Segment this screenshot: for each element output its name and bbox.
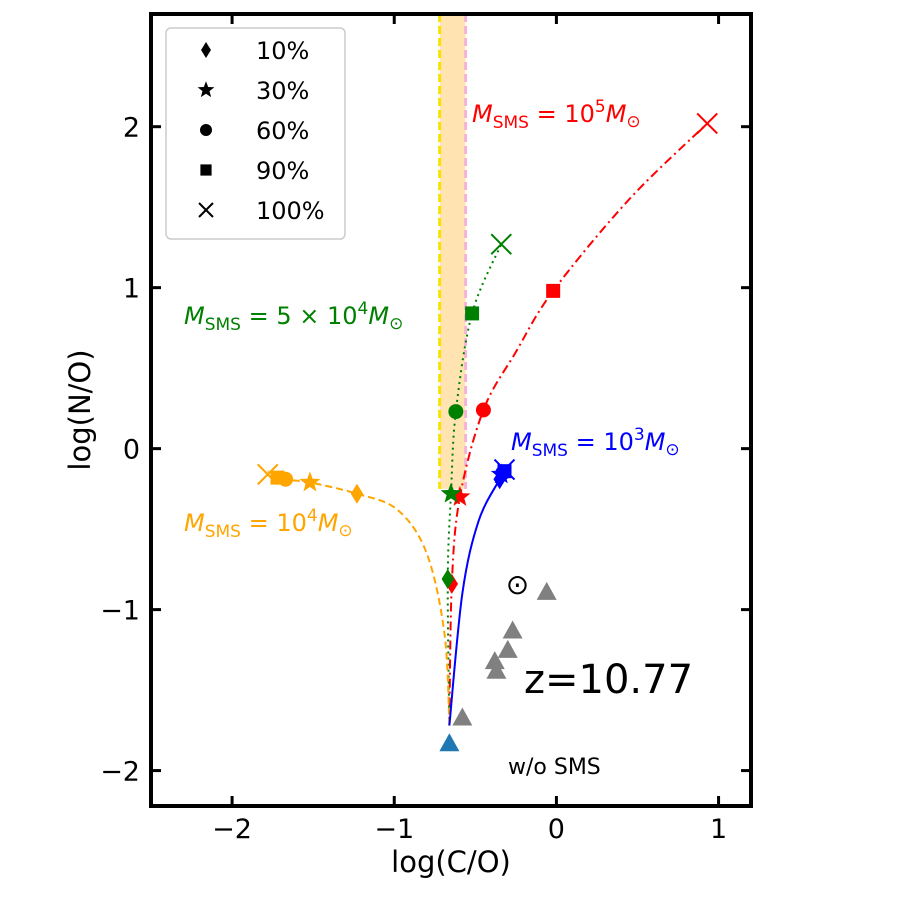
redshift-annotation: z=10.77 — [524, 657, 693, 703]
series-5e4-star-marker — [440, 482, 462, 503]
observed-point — [497, 639, 518, 658]
series-1e3-label: MSMS = 103M⊙ — [511, 425, 680, 461]
series-1e3-line — [448, 469, 506, 726]
series-labels: MSMS = 105M⊙ MSMS = 5 × 104M⊙ MSMS = 104M⊙… — [184, 97, 680, 542]
series-1e4-line — [267, 470, 451, 726]
y-tick-label: 0 — [123, 435, 140, 466]
x-tick-label: −2 — [212, 814, 252, 845]
legend-square-marker — [200, 164, 212, 176]
y-tick-label: −2 — [100, 757, 140, 788]
x-axis-label: log(C/O) — [391, 845, 511, 879]
series-5e4-x-marker — [490, 233, 512, 255]
legend-circle-marker — [200, 124, 212, 136]
legend-label: 60% — [256, 117, 309, 145]
series-1e5-line — [448, 122, 708, 726]
legend-label: 10% — [256, 37, 309, 65]
legend-diamond-marker — [201, 42, 211, 58]
y-tick-label: −1 — [100, 596, 140, 627]
observed-point — [484, 651, 505, 670]
plot-frame — [149, 12, 753, 808]
series-1e4-star-marker — [299, 471, 321, 492]
axis-ticks: −2 −1 0 1 −2 −1 0 1 2 — [100, 14, 751, 845]
series-1e4-diamond-marker — [350, 483, 364, 504]
observed-point — [502, 620, 523, 639]
solar-symbol: ⊙ — [506, 568, 529, 601]
legend-box — [165, 27, 346, 240]
series-1e5-x-marker — [696, 112, 718, 135]
series-5e4-circle-marker — [448, 404, 464, 420]
series-1e3-square-marker — [497, 464, 512, 479]
observed-point — [486, 660, 507, 679]
x-tick-label: 1 — [710, 814, 727, 845]
series-1e4-x-marker — [257, 463, 279, 486]
y-axis-label: log(N/O) — [63, 349, 97, 470]
series-1e5-circle-marker — [475, 402, 491, 418]
series-1e3-x-marker — [493, 458, 516, 481]
y-tick-label: 1 — [123, 274, 140, 305]
series-5e4-diamond-marker — [441, 569, 454, 590]
x-tick-label: 0 — [548, 814, 565, 845]
legend: 10% 30% 60% 90% 100% — [165, 27, 346, 240]
y-tick-label: 2 — [123, 113, 140, 144]
observed-point — [452, 707, 473, 726]
observed-points — [452, 581, 557, 726]
series-1e4-label: MSMS = 104M⊙ — [184, 506, 353, 542]
legend-label: 90% — [256, 157, 309, 185]
x-tick-label: −1 — [374, 814, 414, 845]
observed-point — [536, 581, 557, 600]
legend-star-marker — [197, 81, 215, 98]
no-sms-start-marker — [439, 733, 460, 752]
series-5e4-label: MSMS = 5 × 104M⊙ — [184, 299, 403, 335]
series-1e5-star-marker — [449, 485, 471, 506]
series-1e4-square-marker — [270, 470, 285, 485]
legend-label: 100% — [256, 197, 325, 225]
series-1e5-label: MSMS = 105M⊙ — [472, 97, 641, 133]
series-1e5-square-marker — [546, 283, 561, 298]
legend-x-marker — [198, 202, 214, 218]
series-5e4-square-marker — [465, 306, 480, 321]
series-markers — [257, 112, 718, 752]
no-sms-annotation: w/o SMS — [508, 755, 601, 780]
legend-label: 30% — [256, 77, 309, 105]
